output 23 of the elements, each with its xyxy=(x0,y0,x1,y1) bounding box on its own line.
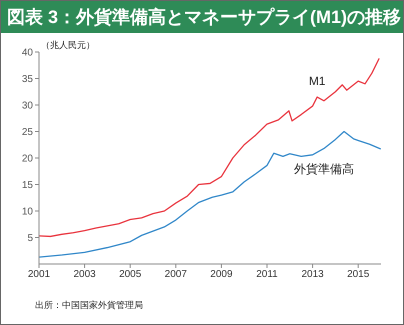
y-tick-label: 25 xyxy=(22,127,34,138)
x-tick-label: 2007 xyxy=(164,269,188,280)
y-axis-title: （兆人民元） xyxy=(41,39,95,52)
line-series xyxy=(39,130,381,258)
y-tick-label: 40 xyxy=(22,48,34,59)
x-tick-label: 2009 xyxy=(210,269,233,280)
chart-title: 図表 3：外貨準備高とマネーサプライ(M1)の推移 xyxy=(1,1,403,33)
x-tick-label: 2015 xyxy=(347,269,370,280)
x-tick-label: 2011 xyxy=(256,269,278,280)
x-tick-label: 2005 xyxy=(119,269,142,280)
y-tick-label: 5 xyxy=(27,233,34,244)
x-tick-label: 2003 xyxy=(73,269,96,280)
y-tick-label: 30 xyxy=(22,100,34,112)
x-tick-label: 2013 xyxy=(301,269,324,280)
y-tick-label: 10 xyxy=(22,206,34,218)
x-tick-label: 2001 xyxy=(28,269,51,280)
y-tick-label: 20 xyxy=(22,154,34,165)
y-tick-label: 15 xyxy=(22,180,34,192)
y-tick-label: 35 xyxy=(22,74,34,86)
text: 出所：中国国家外貨管理局 xyxy=(35,299,143,312)
series-label: 外貨準備高 xyxy=(294,162,354,176)
line-series xyxy=(39,58,380,238)
series-label: M1 xyxy=(308,74,326,88)
